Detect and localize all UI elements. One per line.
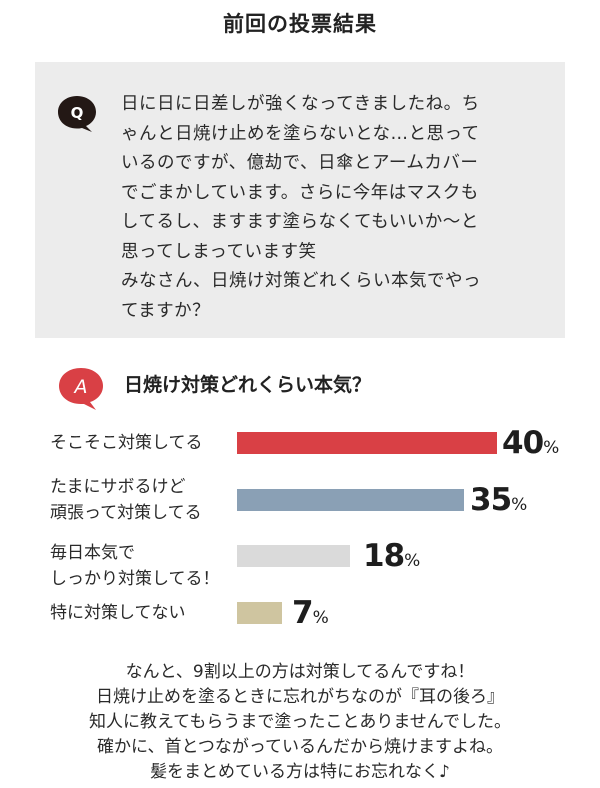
question-text: 日に日に日差しが強くなってきましたね。ち ゃんと日焼け止めを塗らないとな…と思っ…: [121, 90, 551, 326]
question-line: みなさん、日焼け対策どれくらい本気でやっ: [121, 271, 481, 291]
question-line: してるし、ますます塗らなくてもいいか～と: [121, 212, 479, 232]
bar-3: [237, 545, 350, 567]
bar-label-4: 特に対策してない: [50, 603, 186, 623]
question-box: [35, 62, 565, 338]
svg-text:A: A: [73, 376, 88, 398]
footer-line: 確かに、首とつながっているんだから焼けますよね。: [97, 737, 503, 757]
footer-line: 髪をまとめている方は特にお忘れなく♪: [150, 762, 450, 782]
footer-line: 日焼け止めを塗るときに忘れがちなのが『耳の後ろ』: [96, 687, 504, 707]
question-line: でごまかしています。さらに今年はマスクも: [121, 182, 479, 203]
bar-1: [237, 432, 497, 454]
footer-comment: なんと、9割以上の方は対策してるんですね！ 日焼け止めを塗るときに忘れがちなのが…: [0, 660, 600, 785]
bar-label-1: そこそこ対策してる: [50, 433, 203, 453]
question-line: ゃんと日焼け止めを塗らないとな…と思って: [121, 123, 480, 144]
answer-title: 日焼け対策どれくらい本気？: [124, 374, 372, 396]
bar-2: [237, 489, 464, 511]
bar-value-4: 7%: [292, 595, 329, 631]
question-line: てますか？: [121, 300, 211, 321]
question-line: 日に日に日差しが強くなってきましたね。ち: [121, 94, 480, 114]
bar-label-2: たまにサボるけど 頑張って対策してる: [50, 477, 202, 523]
bar-value-2: 35%: [470, 482, 528, 518]
bar-4: [237, 602, 282, 624]
footer-line: なんと、9割以上の方は対策してるんですね！: [125, 662, 475, 682]
question-line: 思ってしまっています笑: [121, 241, 317, 262]
bar-value-1: 40%: [502, 425, 560, 461]
page-title: 前回の投票結果: [223, 12, 377, 36]
question-bubble-icon: Q: [58, 96, 96, 132]
answer-bubble-icon: A: [59, 368, 103, 410]
svg-text:Q: Q: [71, 104, 84, 122]
question-line: いるのですが、億劫で、日傘とアームカバー: [121, 153, 479, 173]
bar-label-3: 毎日本気で しっかり対策してる！: [50, 543, 220, 589]
footer-line: 知人に教えてもらうまで塗ったことありませんでした。: [89, 712, 511, 732]
bar-value-3: 18%: [363, 538, 421, 574]
